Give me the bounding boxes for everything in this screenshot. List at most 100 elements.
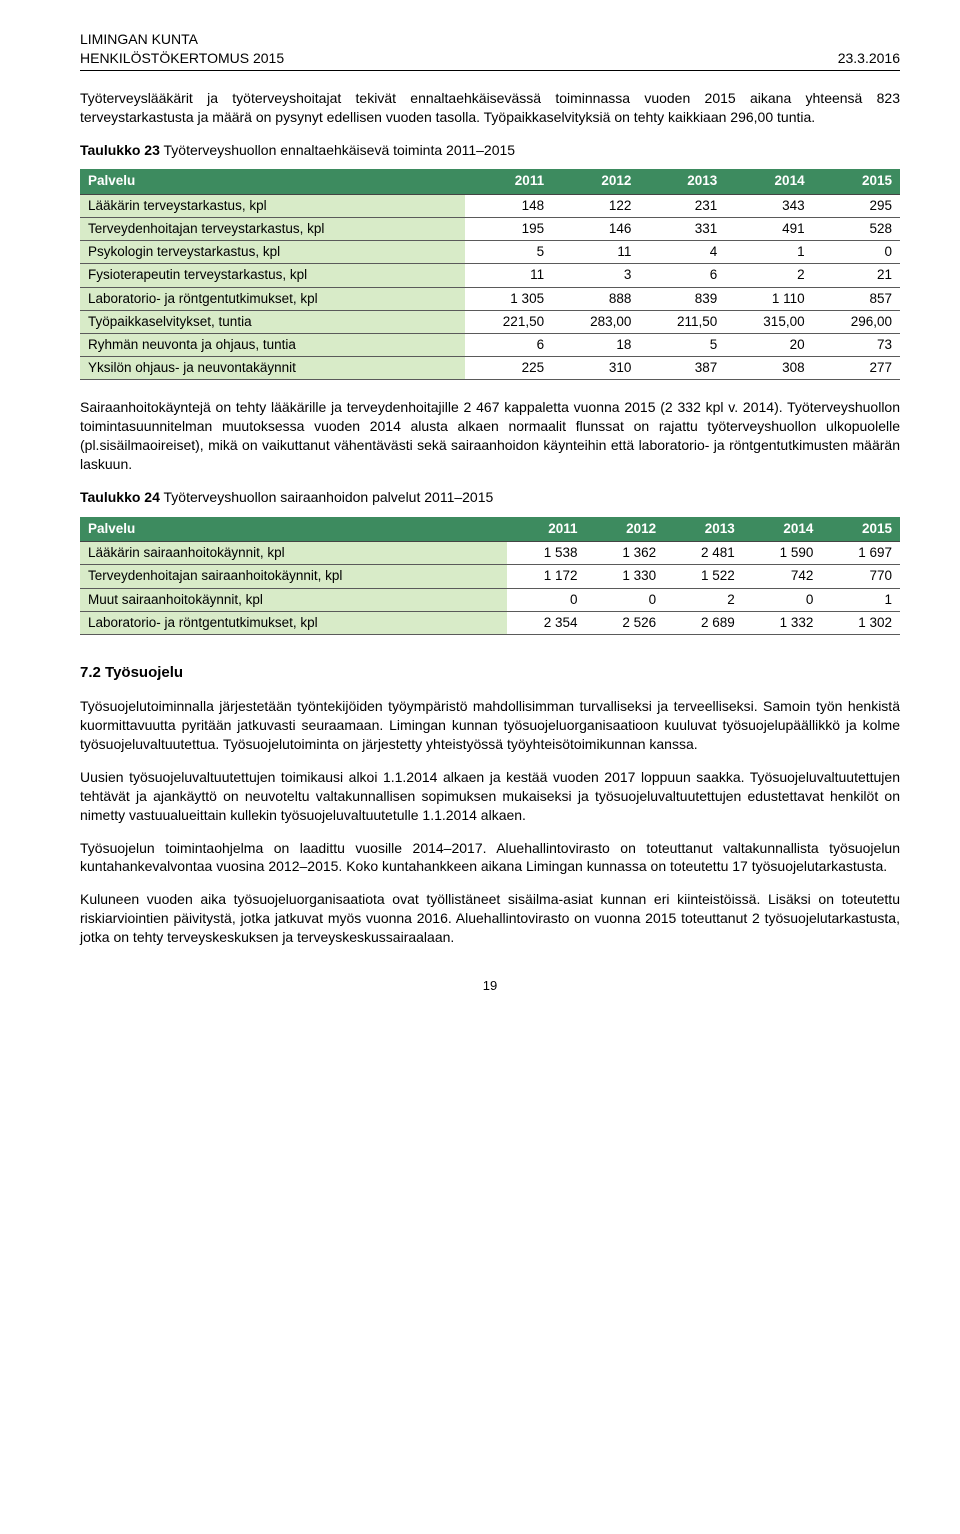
table-cell: 221,50	[465, 310, 552, 333]
table-cell: 225	[465, 357, 552, 380]
section-7-2-p2: Uusien työsuojeluvaltuutettujen toimikau…	[80, 768, 900, 825]
section-7-2-title: 7.2 Työsuojelu	[80, 663, 900, 683]
table-cell: 1 302	[821, 611, 900, 634]
intro-paragraph: Työterveyslääkärit ja työterveyshoitajat…	[80, 89, 900, 127]
table-cell: 1 330	[586, 565, 665, 588]
table-cell: 1 538	[507, 542, 586, 565]
table-cell: 343	[725, 194, 812, 217]
table-cell: 2 481	[664, 542, 743, 565]
table-cell: 0	[743, 588, 822, 611]
table-cell: 277	[813, 357, 900, 380]
table-row: Terveydenhoitajan sairaanhoitokäynnit, k…	[80, 565, 900, 588]
table-cell: Laboratorio- ja röntgentutkimukset, kpl	[80, 611, 507, 634]
page-header: LIMINGAN KUNTA HENKILÖSTÖKERTOMUS 2015 2…	[80, 30, 900, 71]
table-cell: Laboratorio- ja röntgentutkimukset, kpl	[80, 287, 465, 310]
table-header-cell: 2012	[586, 517, 665, 542]
table-row: Psykologin terveystarkastus, kpl511410	[80, 241, 900, 264]
table-cell: 148	[465, 194, 552, 217]
table23-caption-bold: Taulukko 23	[80, 142, 160, 158]
table-cell: Psykologin terveystarkastus, kpl	[80, 241, 465, 264]
table-cell: Muut sairaanhoitokäynnit, kpl	[80, 588, 507, 611]
table-cell: 888	[552, 287, 639, 310]
header-date: 23.3.2016	[838, 49, 900, 68]
table-cell: 1 172	[507, 565, 586, 588]
table-cell: 1 332	[743, 611, 822, 634]
table-cell: 2 689	[664, 611, 743, 634]
table23-caption: Taulukko 23 Työterveyshuollon ennaltaehk…	[80, 141, 900, 160]
table-cell: 295	[813, 194, 900, 217]
table23-caption-rest: Työterveyshuollon ennaltaehkäisevä toimi…	[160, 142, 515, 158]
table-cell: 857	[813, 287, 900, 310]
table-cell: Työpaikkaselvitykset, tuntia	[80, 310, 465, 333]
table-cell: 122	[552, 194, 639, 217]
table-row: Terveydenhoitajan terveystarkastus, kpl1…	[80, 217, 900, 240]
table-cell: 491	[725, 217, 812, 240]
table-cell: 211,50	[639, 310, 725, 333]
table24-caption-bold: Taulukko 24	[80, 489, 160, 505]
table-cell: 1 522	[664, 565, 743, 588]
table-header-cell: 2015	[821, 517, 900, 542]
table-cell: Lääkärin terveystarkastus, kpl	[80, 194, 465, 217]
table-cell: 310	[552, 357, 639, 380]
table-header-cell: 2011	[507, 517, 586, 542]
table-cell: 387	[639, 357, 725, 380]
table24-caption-rest: Työterveyshuollon sairaanhoidon palvelut…	[160, 489, 493, 505]
table-cell: 11	[552, 241, 639, 264]
table-row: Laboratorio- ja röntgentutkimukset, kpl 2…	[80, 611, 900, 634]
table-cell: 21	[813, 264, 900, 287]
table-cell: Yksilön ohjaus- ja neuvontakäynnit	[80, 357, 465, 380]
table-cell: 528	[813, 217, 900, 240]
table-cell: Terveydenhoitajan sairaanhoitokäynnit, k…	[80, 565, 507, 588]
table24: Palvelu20112012201320142015 Lääkärin sai…	[80, 517, 900, 635]
table-cell: 308	[725, 357, 812, 380]
table-cell: 770	[821, 565, 900, 588]
table-cell: 146	[552, 217, 639, 240]
table-cell: 1 362	[586, 542, 665, 565]
table-cell: 6	[639, 264, 725, 287]
table-cell: 5	[639, 333, 725, 356]
table-cell: 1 697	[821, 542, 900, 565]
table-row: Ryhmän neuvonta ja ohjaus, tuntia6185207…	[80, 333, 900, 356]
table-row: Lääkärin sairaanhoitokäynnit, kpl1 5381 …	[80, 542, 900, 565]
table-cell: 20	[725, 333, 812, 356]
table-cell: Ryhmän neuvonta ja ohjaus, tuntia	[80, 333, 465, 356]
table-cell: Lääkärin sairaanhoitokäynnit, kpl	[80, 542, 507, 565]
table-cell: 839	[639, 287, 725, 310]
mid-paragraph: Sairaanhoitokäyntejä on tehty lääkärille…	[80, 398, 900, 474]
section-7-2-p4: Kuluneen vuoden aika työsuojeluorganisaa…	[80, 890, 900, 947]
table-header-cell: 2013	[664, 517, 743, 542]
table-cell: 0	[813, 241, 900, 264]
table-cell: 742	[743, 565, 822, 588]
table-cell: 195	[465, 217, 552, 240]
table-cell: 283,00	[552, 310, 639, 333]
table-cell: 2 526	[586, 611, 665, 634]
table-cell: 73	[813, 333, 900, 356]
section-7-2-p3: Työsuojelun toimintaohjelma on laadittu …	[80, 839, 900, 877]
table-row: Lääkärin terveystarkastus, kpl1481222313…	[80, 194, 900, 217]
table-cell: 315,00	[725, 310, 812, 333]
table-header-cell: Palvelu	[80, 169, 465, 194]
header-left-line2: HENKILÖSTÖKERTOMUS 2015	[80, 49, 284, 68]
table-cell: 4	[639, 241, 725, 264]
table24-caption: Taulukko 24 Työterveyshuollon sairaanhoi…	[80, 488, 900, 507]
table-cell: 18	[552, 333, 639, 356]
table-header-cell: 2013	[639, 169, 725, 194]
table-header-cell: 2014	[743, 517, 822, 542]
page-number: 19	[80, 977, 900, 995]
table-cell: 6	[465, 333, 552, 356]
table-cell: 0	[586, 588, 665, 611]
table-header-cell: 2012	[552, 169, 639, 194]
table-row: Laboratorio- ja röntgentutkimukset, kpl1…	[80, 287, 900, 310]
table-header-cell: 2014	[725, 169, 812, 194]
table-row: Fysioterapeutin terveystarkastus, kpl113…	[80, 264, 900, 287]
table-cell: 2	[725, 264, 812, 287]
table-cell: 1	[821, 588, 900, 611]
section-7-2-p1: Työsuojelutoiminnalla järjestetään työnt…	[80, 697, 900, 754]
table-row: Yksilön ohjaus- ja neuvontakäynnit225310…	[80, 357, 900, 380]
table-cell: 1 305	[465, 287, 552, 310]
table-cell: 3	[552, 264, 639, 287]
table-cell: 1	[725, 241, 812, 264]
table-cell: 0	[507, 588, 586, 611]
table-cell: 296,00	[813, 310, 900, 333]
table-cell: 1 590	[743, 542, 822, 565]
